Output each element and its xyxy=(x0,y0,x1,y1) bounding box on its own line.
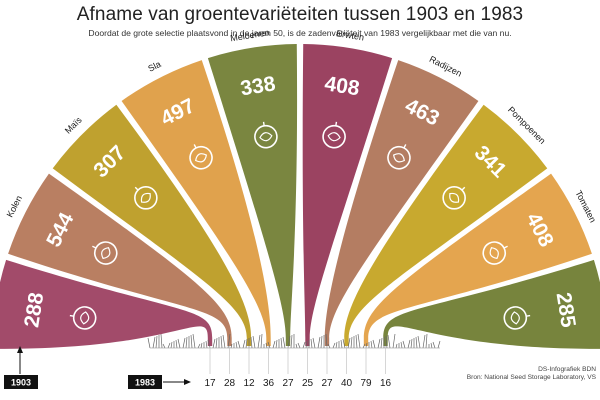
credit-line-2: Bron: National Seed Storage Laboratory, … xyxy=(466,374,596,381)
values-1983-layer: 17 28 12 36 27 25 27 40 79 16 xyxy=(204,346,391,389)
value-1983-tomaten: 79 xyxy=(360,378,372,389)
lettuce-icon xyxy=(189,144,213,170)
value-1903-komkommers: 285 xyxy=(552,291,580,330)
sector-name-sla: Sla xyxy=(146,59,162,74)
sector-pompoenen xyxy=(344,104,548,347)
value-1903-erwten: 408 xyxy=(323,72,362,100)
sector-name-mais: Maïs xyxy=(63,115,84,136)
value-1903-meloenen: 338 xyxy=(239,72,278,100)
value-1983-meloenen: 27 xyxy=(282,378,294,389)
sector-sla xyxy=(121,60,271,346)
icons-layer xyxy=(69,121,531,330)
corn-icon xyxy=(134,186,158,210)
value-1983-sla: 36 xyxy=(263,378,275,389)
sector-komkommers xyxy=(383,259,600,349)
sector-bieten xyxy=(0,259,213,349)
sector-name-meloenen: Meloenen xyxy=(230,27,271,43)
year-1983-box xyxy=(128,375,162,389)
melon-icon xyxy=(254,121,278,149)
year-1903-box xyxy=(4,375,38,389)
pumpkin-icon xyxy=(442,186,466,210)
value-1983-mais: 12 xyxy=(243,378,255,389)
sector-meloenen xyxy=(207,44,298,347)
chart-title: Afname van groentevariëteiten tussen 190… xyxy=(76,4,524,25)
value-1983-komkommers: 16 xyxy=(380,378,392,389)
chart-subtitle: Doordat de grote selectie plaatsvond in … xyxy=(88,28,512,38)
value-1983-radijzen: 27 xyxy=(321,378,333,389)
value-1903-bieten: 288 xyxy=(20,291,48,330)
sector-name-erwten: Erwten xyxy=(336,28,365,42)
year-axis: 1903 1983 xyxy=(4,346,191,389)
value-1983-bieten: 17 xyxy=(204,378,216,389)
beet-icon xyxy=(69,306,97,330)
sector-radijzen xyxy=(324,60,479,346)
sector-name-kolen: Kolen xyxy=(5,194,24,219)
sector-mais xyxy=(52,104,252,347)
sectors-layer xyxy=(0,44,600,349)
year-1903-label: 1903 xyxy=(11,378,31,388)
radish-icon xyxy=(387,144,411,170)
sector-erwten xyxy=(302,44,393,347)
tomato-icon xyxy=(482,241,508,265)
cabbage-icon xyxy=(92,241,118,265)
grass-decoration xyxy=(147,333,441,349)
value-1983-erwten: 25 xyxy=(302,378,314,389)
credit: DS-Infografiek BDN Bron: National Seed S… xyxy=(467,366,596,382)
value-1983-kolen: 28 xyxy=(224,378,236,389)
sector-tomaten xyxy=(363,173,592,346)
sector-kolen xyxy=(8,173,232,346)
cucumber-icon xyxy=(503,306,531,330)
value-1983-pompoenen: 40 xyxy=(341,378,353,389)
credit-line-1: DS-Infografiek BDN xyxy=(538,366,596,373)
year-1983-label: 1983 xyxy=(135,378,155,388)
peapod-icon xyxy=(322,121,346,149)
